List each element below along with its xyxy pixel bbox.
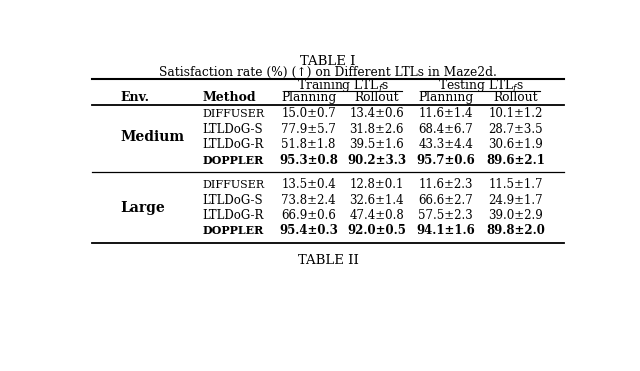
Text: 77.9±5.7: 77.9±5.7 <box>281 123 336 136</box>
Text: Rollout: Rollout <box>355 91 399 104</box>
Text: 11.5±1.7: 11.5±1.7 <box>488 178 543 191</box>
Text: Rollout: Rollout <box>493 91 538 104</box>
Text: 73.8±2.4: 73.8±2.4 <box>282 194 336 207</box>
Text: 39.5±1.6: 39.5±1.6 <box>349 138 404 151</box>
Text: 68.4±6.7: 68.4±6.7 <box>419 123 473 136</box>
Text: Planning: Planning <box>418 91 474 104</box>
Text: 92.0±0.5: 92.0±0.5 <box>348 224 406 237</box>
Text: 57.5±2.3: 57.5±2.3 <box>419 209 473 222</box>
Text: DIFFUSER: DIFFUSER <box>202 180 264 190</box>
Text: 28.7±3.5: 28.7±3.5 <box>488 123 543 136</box>
Text: 13.5±0.4: 13.5±0.4 <box>281 178 336 191</box>
Text: Testing LTL$_f$s: Testing LTL$_f$s <box>438 77 524 94</box>
Text: 95.4±0.3: 95.4±0.3 <box>279 224 338 237</box>
Text: Satisfaction rate (%) (↑) on Different LTLs in Maze2d.: Satisfaction rate (%) (↑) on Different L… <box>159 66 497 79</box>
Text: 95.7±0.6: 95.7±0.6 <box>417 154 475 167</box>
Text: TABLE II: TABLE II <box>298 254 358 267</box>
Text: 47.4±0.8: 47.4±0.8 <box>349 209 404 222</box>
Text: 30.6±1.9: 30.6±1.9 <box>488 138 543 151</box>
Text: Large: Large <box>120 201 165 215</box>
Text: 13.4±0.6: 13.4±0.6 <box>349 107 404 120</box>
Text: Env.: Env. <box>120 91 149 104</box>
Text: LTLDoG-S: LTLDoG-S <box>202 123 263 136</box>
Text: 89.8±2.0: 89.8±2.0 <box>486 224 545 237</box>
Text: 66.9±0.6: 66.9±0.6 <box>281 209 336 222</box>
Text: 51.8±1.8: 51.8±1.8 <box>282 138 336 151</box>
Text: 12.8±0.1: 12.8±0.1 <box>349 178 404 191</box>
Text: TABLE I: TABLE I <box>300 55 356 68</box>
Text: 39.0±2.9: 39.0±2.9 <box>488 209 543 222</box>
Text: 89.6±2.1: 89.6±2.1 <box>486 154 545 167</box>
Text: Training LTL$_f$s: Training LTL$_f$s <box>296 77 389 94</box>
Text: LTLDoG-S: LTLDoG-S <box>202 194 263 207</box>
Text: DOPPLER: DOPPLER <box>202 154 264 165</box>
Text: 15.0±0.7: 15.0±0.7 <box>281 107 336 120</box>
Text: LTLDoG-R: LTLDoG-R <box>202 138 264 151</box>
Text: 10.1±1.2: 10.1±1.2 <box>488 107 543 120</box>
Text: 11.6±1.4: 11.6±1.4 <box>419 107 473 120</box>
Text: 66.6±2.7: 66.6±2.7 <box>419 194 473 207</box>
Text: Planning: Planning <box>281 91 336 104</box>
Text: DOPPLER: DOPPLER <box>202 225 264 236</box>
Text: 24.9±1.7: 24.9±1.7 <box>488 194 543 207</box>
Text: 32.6±1.4: 32.6±1.4 <box>349 194 404 207</box>
Text: 95.3±0.8: 95.3±0.8 <box>279 154 338 167</box>
Text: Method: Method <box>202 91 256 104</box>
Text: 31.8±2.6: 31.8±2.6 <box>349 123 404 136</box>
Text: DIFFUSER: DIFFUSER <box>202 109 264 119</box>
Text: 11.6±2.3: 11.6±2.3 <box>419 178 473 191</box>
Text: 43.3±4.4: 43.3±4.4 <box>419 138 473 151</box>
Text: 94.1±1.6: 94.1±1.6 <box>417 224 475 237</box>
Text: LTLDoG-R: LTLDoG-R <box>202 209 264 222</box>
Text: 90.2±3.3: 90.2±3.3 <box>348 154 406 167</box>
Text: Medium: Medium <box>120 130 184 144</box>
